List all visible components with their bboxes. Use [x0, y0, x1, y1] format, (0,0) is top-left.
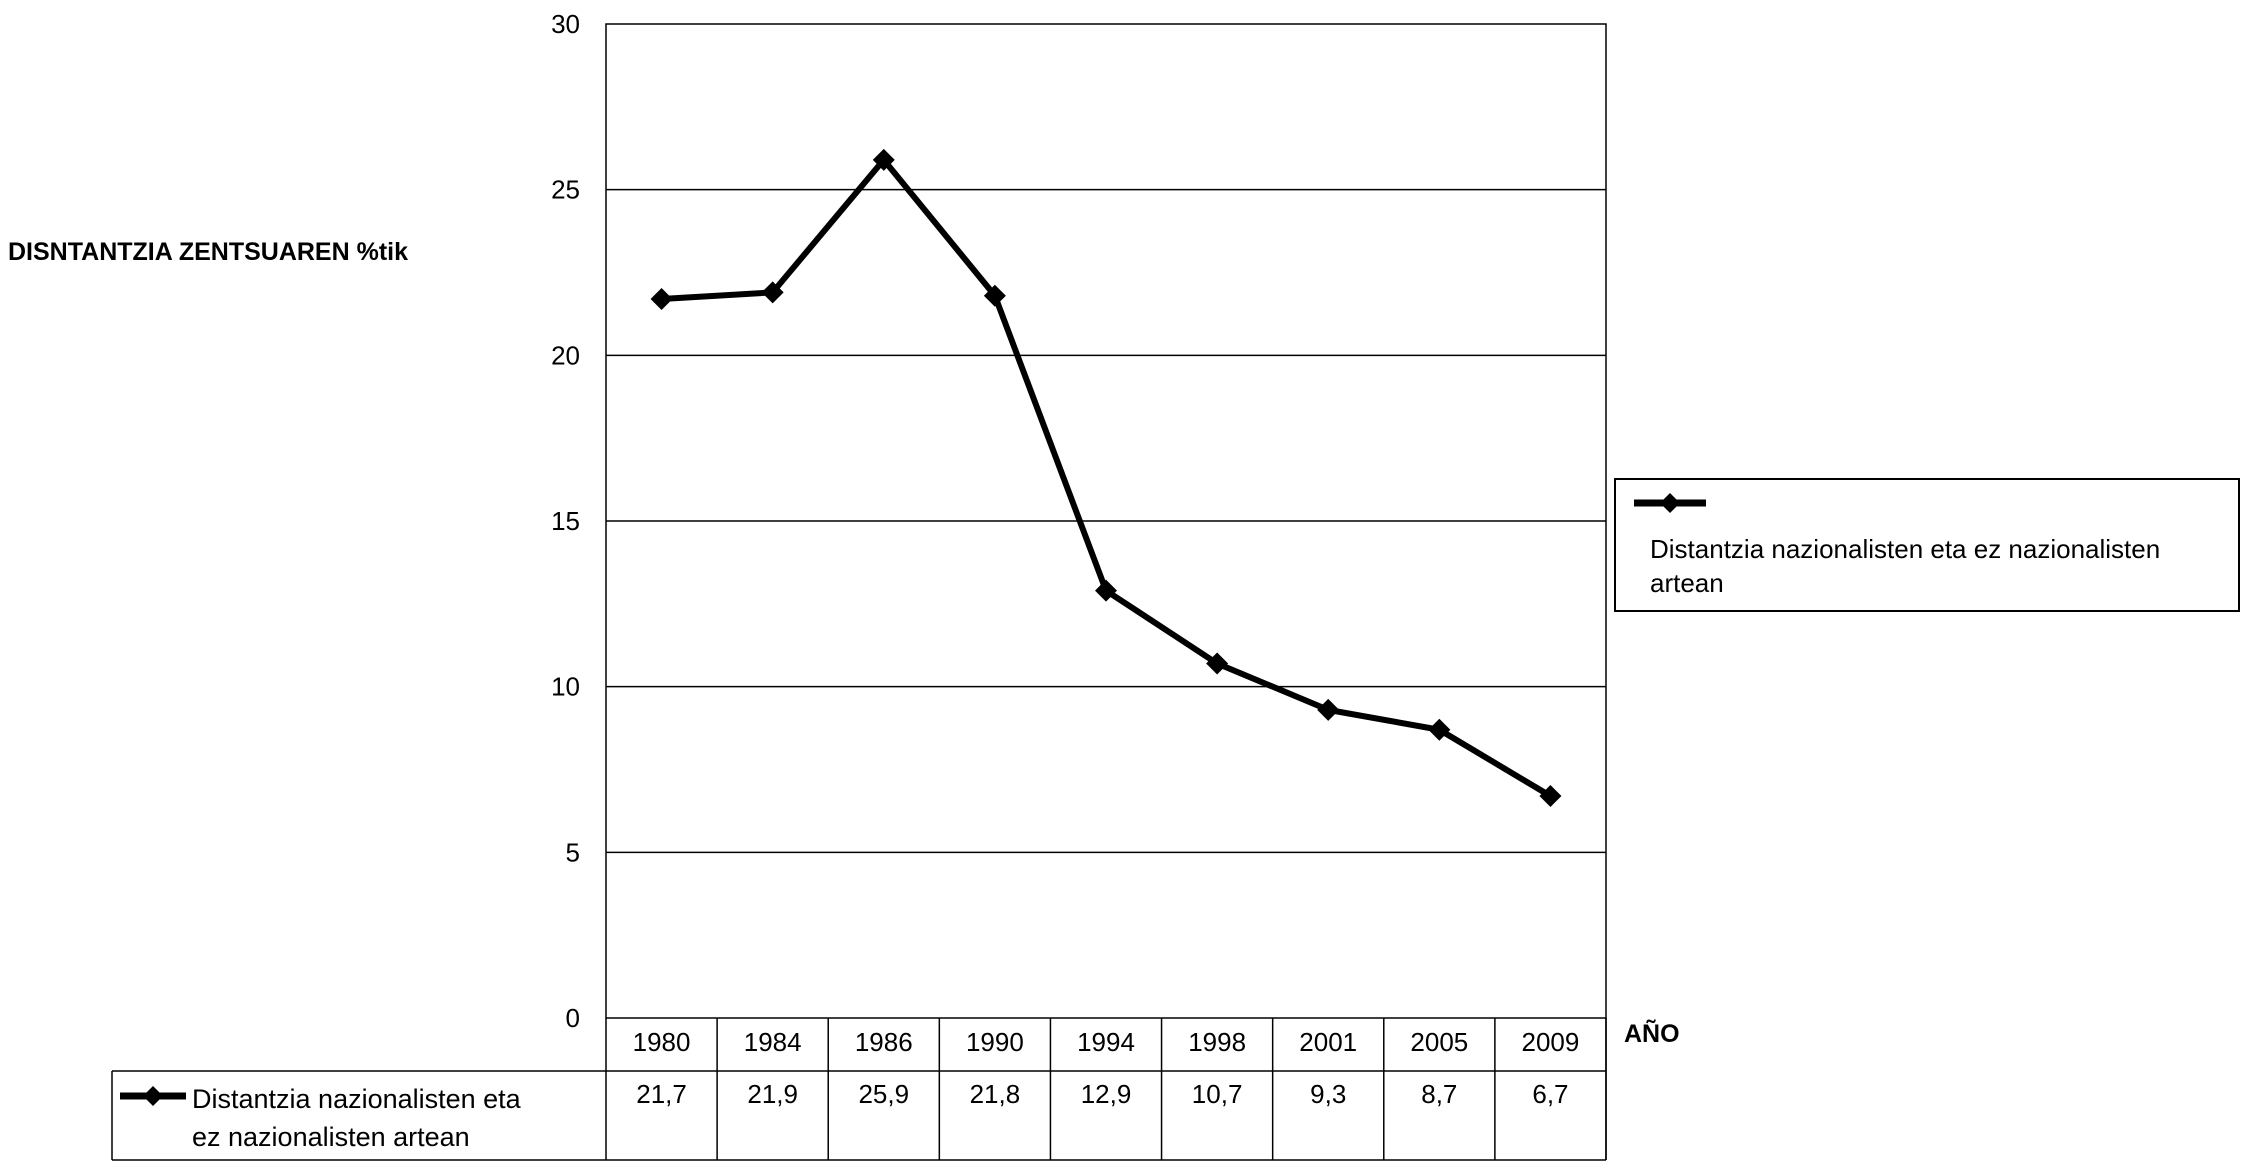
data-table-value: 25,9	[858, 1079, 909, 1109]
x-tick-label: 2001	[1299, 1027, 1357, 1057]
data-table-value: 21,9	[747, 1079, 798, 1109]
data-point-marker	[761, 281, 784, 304]
series-line	[650, 148, 1562, 808]
data-point-marker	[983, 284, 1006, 307]
legend-entry-label: Distantzia nazionalisten eta ez nazional…	[1650, 534, 2161, 598]
legend: Distantzia nazionalisten eta ez nazional…	[1614, 478, 2240, 612]
x-tick-label: 2005	[1410, 1027, 1468, 1057]
x-tick-label: 1984	[744, 1027, 802, 1057]
data-point-marker	[1428, 718, 1451, 741]
grid-lines	[605, 23, 1607, 1019]
y-tick-label: 0	[566, 1003, 580, 1033]
y-tick-label: 5	[566, 837, 580, 867]
table-series-label-line: Distantzia nazionalisten eta	[192, 1084, 521, 1114]
data-table-value: 8,7	[1421, 1079, 1457, 1109]
x-tick-label: 1986	[855, 1027, 913, 1057]
table-series-label: Distantzia nazionalisten eta ez nazional…	[192, 1080, 612, 1156]
legend-line-diamond-icon	[1634, 493, 1706, 513]
x-tick-label: 2009	[1522, 1027, 1580, 1057]
data-table-value: 6,7	[1532, 1079, 1568, 1109]
data-point-marker	[1317, 698, 1340, 721]
table-series-label-line: ez nazionalisten artean	[192, 1122, 470, 1152]
data-point-marker	[1539, 785, 1562, 808]
x-tick-label: 1994	[1077, 1027, 1135, 1057]
data-point-marker	[872, 148, 895, 171]
y-tick-label: 30	[551, 9, 580, 39]
y-tick-label: 20	[551, 340, 580, 370]
x-tick-label: 1990	[966, 1027, 1024, 1057]
data-table-value: 12,9	[1081, 1079, 1132, 1109]
data-point-marker	[1095, 579, 1117, 602]
x-tick-label: 1998	[1188, 1027, 1246, 1057]
y-axis-label: DISNTANTZIA ZENTSUAREN %tik	[8, 238, 408, 266]
table-legend-marker	[143, 1086, 163, 1106]
data-point-marker	[650, 288, 673, 311]
y-tick-label: 25	[551, 175, 580, 205]
y-tick-label: 10	[551, 672, 580, 702]
x-tick-label: 1980	[633, 1027, 691, 1057]
x-axis-label: AÑO	[1624, 1020, 1680, 1048]
y-tick-label: 15	[551, 506, 580, 536]
y-axis-ticks: 0 5 10 15 20 25 30	[551, 9, 580, 1033]
data-table-value: 10,7	[1192, 1079, 1243, 1109]
series-line-path	[661, 156, 1552, 799]
data-point-marker	[1206, 652, 1229, 675]
data-table-value: 9,3	[1310, 1079, 1346, 1109]
data-table-value: 21,8	[970, 1079, 1021, 1109]
data-table: 1980 21,7 1984 21,9 1986 25,9 1990 21,8 1994 12,9…	[111, 1018, 1607, 1161]
data-table-value: 21,7	[636, 1079, 687, 1109]
